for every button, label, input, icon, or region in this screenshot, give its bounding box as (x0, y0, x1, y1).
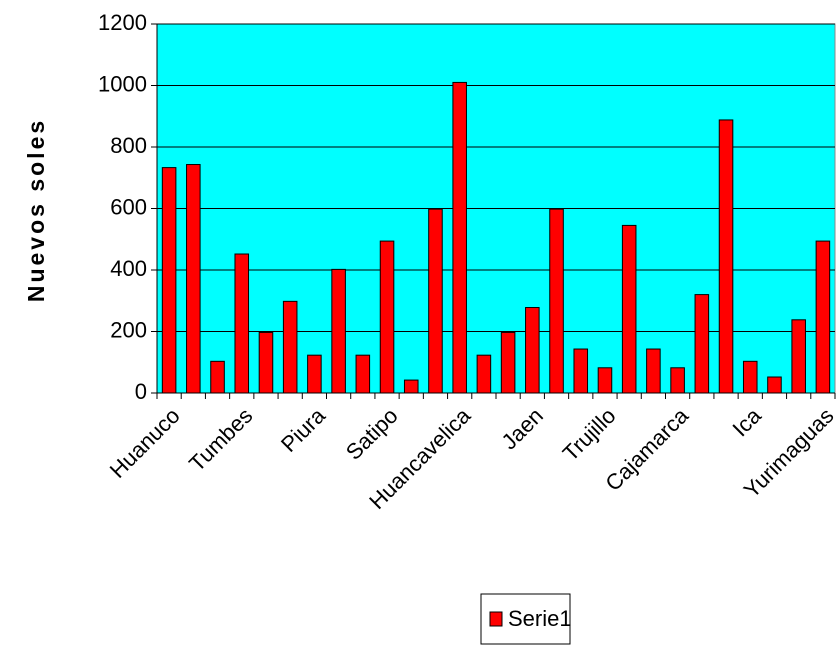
y-tick-label: 1200 (98, 10, 147, 35)
bar (258, 331, 274, 394)
bar (282, 300, 298, 394)
bar (210, 360, 225, 394)
x-tick-label: Huanuco (105, 403, 185, 483)
bar (597, 367, 613, 394)
y-tick-label: 600 (110, 194, 147, 219)
y-tick-label: 1000 (98, 71, 147, 96)
bar (500, 331, 516, 394)
bar (791, 319, 806, 394)
bar (646, 348, 661, 394)
bar (476, 354, 492, 394)
x-tick-label: Trujillo (558, 403, 621, 466)
bar (452, 81, 467, 394)
bar (621, 224, 637, 394)
bar (234, 253, 250, 394)
bar (670, 367, 685, 394)
bar (549, 208, 564, 394)
y-tick-label: 0 (135, 379, 147, 404)
bar (379, 240, 395, 394)
bar (767, 376, 782, 394)
y-tick-label: 200 (110, 317, 147, 342)
bar (815, 240, 831, 394)
bar (694, 294, 710, 394)
legend-label: Serie1 (508, 606, 572, 631)
bar (525, 307, 540, 394)
bar (355, 354, 371, 394)
y-tick-label: 800 (110, 133, 147, 158)
bar (718, 119, 734, 394)
y-axis-title: Nuevos soles (23, 118, 49, 302)
x-tick-label: Jaen (497, 403, 548, 454)
bar (161, 167, 177, 394)
y-tick-label: 400 (110, 256, 147, 281)
x-tick-label: Satipo (341, 403, 403, 465)
legend-swatch (489, 611, 503, 627)
bar (186, 164, 201, 394)
bar (331, 268, 346, 394)
bar (428, 208, 443, 394)
bar (403, 379, 419, 394)
x-tick-label: Ica (727, 402, 766, 441)
bar (307, 354, 322, 394)
bar (573, 348, 589, 394)
x-tick-label: Piura (276, 402, 331, 457)
x-tick-label: Tumbes (184, 403, 257, 476)
bar (742, 360, 758, 394)
